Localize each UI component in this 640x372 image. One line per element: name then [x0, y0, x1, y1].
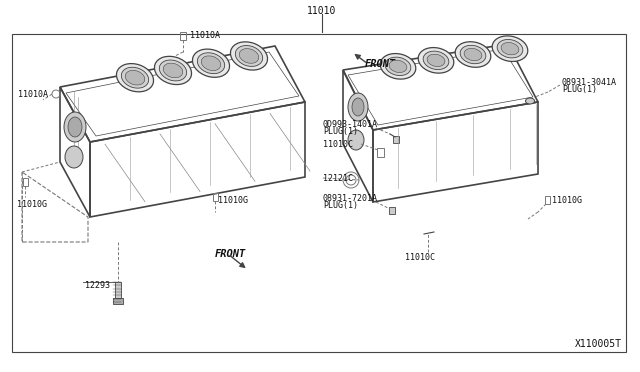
- Bar: [180, 32, 186, 40]
- Ellipse shape: [525, 98, 534, 104]
- Text: 0D993-1401A: 0D993-1401A: [323, 119, 378, 128]
- Ellipse shape: [154, 56, 191, 84]
- Ellipse shape: [352, 98, 364, 116]
- Bar: [12, 34, 626, 352]
- Ellipse shape: [122, 67, 148, 88]
- Text: X110005T: X110005T: [575, 339, 622, 349]
- Text: 11010A: 11010A: [190, 31, 220, 39]
- Text: 11010A: 11010A: [18, 90, 48, 99]
- Bar: [393, 136, 399, 143]
- Ellipse shape: [230, 42, 268, 70]
- Ellipse shape: [427, 54, 445, 67]
- Ellipse shape: [385, 57, 411, 76]
- Ellipse shape: [125, 70, 145, 85]
- Text: 11010G: 11010G: [552, 196, 582, 205]
- Text: 11010: 11010: [307, 6, 337, 16]
- Ellipse shape: [380, 54, 416, 79]
- Ellipse shape: [163, 63, 183, 78]
- Ellipse shape: [348, 93, 368, 121]
- Bar: [115, 282, 121, 298]
- Ellipse shape: [423, 51, 449, 70]
- Text: 11010G: 11010G: [17, 199, 47, 208]
- Ellipse shape: [116, 64, 154, 92]
- Ellipse shape: [193, 49, 230, 77]
- Text: 08931-7201A: 08931-7201A: [323, 193, 378, 202]
- Text: PLUG(1): PLUG(1): [323, 201, 358, 209]
- Ellipse shape: [65, 146, 83, 168]
- Bar: [212, 193, 218, 201]
- Bar: [378, 148, 385, 157]
- Ellipse shape: [68, 117, 82, 137]
- Text: PLUG(1): PLUG(1): [323, 126, 358, 135]
- Ellipse shape: [455, 42, 491, 67]
- Ellipse shape: [501, 42, 519, 55]
- Text: FRONT: FRONT: [365, 59, 396, 69]
- Ellipse shape: [197, 53, 225, 74]
- Text: 08931-3041A: 08931-3041A: [562, 77, 617, 87]
- Text: PLUG(1): PLUG(1): [562, 84, 597, 93]
- Text: 11010C: 11010C: [323, 140, 353, 148]
- Ellipse shape: [64, 112, 86, 142]
- Bar: [389, 207, 395, 214]
- Bar: [545, 196, 550, 204]
- Ellipse shape: [492, 36, 528, 61]
- Text: 12293: 12293: [85, 280, 110, 289]
- Bar: [22, 178, 28, 186]
- Ellipse shape: [159, 60, 187, 81]
- Ellipse shape: [236, 45, 262, 67]
- Ellipse shape: [348, 130, 364, 150]
- Ellipse shape: [201, 56, 221, 71]
- Ellipse shape: [389, 60, 407, 73]
- Ellipse shape: [418, 48, 454, 73]
- Text: FRONT: FRONT: [215, 249, 246, 259]
- Ellipse shape: [460, 45, 486, 64]
- Bar: [113, 298, 123, 304]
- Ellipse shape: [239, 49, 259, 63]
- Text: 11010C: 11010C: [405, 253, 435, 262]
- Ellipse shape: [464, 48, 482, 61]
- Ellipse shape: [497, 39, 523, 58]
- Text: 11010G: 11010G: [218, 196, 248, 205]
- Text: 12121C: 12121C: [323, 173, 353, 183]
